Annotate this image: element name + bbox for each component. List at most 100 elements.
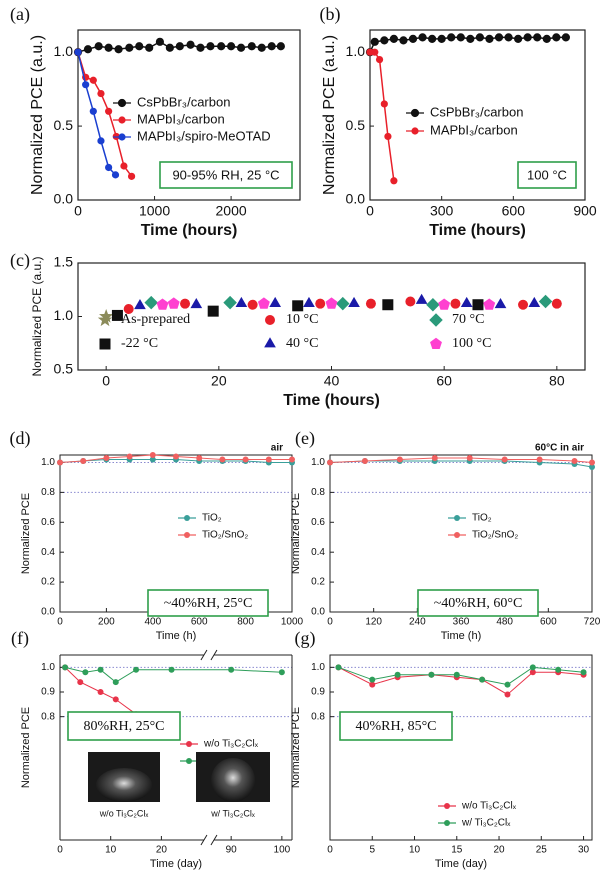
data-point (149, 456, 156, 463)
plot-frame (77, 29, 301, 201)
subplot: 0.0 0.2 0.4 0.6 0.8 1.0 0 120 240 360 480 600 720 Tim… (290, 428, 600, 642)
legend-label: 10 °C (286, 312, 318, 327)
data-point (89, 107, 97, 115)
data-point (518, 299, 529, 310)
x-tick-label: 20 (156, 845, 168, 856)
data-point (97, 89, 105, 98)
legend-label: CsPbBr₃/carbon (430, 104, 523, 119)
data-point (396, 456, 403, 463)
data-point (134, 299, 146, 310)
data-point (103, 454, 110, 461)
legend-marker (117, 98, 127, 108)
data-point (571, 457, 578, 464)
x-tick-label: 1000 (281, 617, 304, 628)
data-point (504, 691, 511, 698)
data-point (375, 55, 384, 64)
inset-photos: w/o Ti₃C₂Clₓ w/ Ti₃C₂Clₓ (88, 752, 270, 818)
data-point (289, 456, 295, 463)
data-point (247, 42, 256, 51)
data-point (589, 459, 595, 466)
data-point (112, 679, 119, 686)
data-point (74, 48, 82, 56)
subplot: 0.0 0.2 0.4 0.6 0.8 1.0 0 200 400 600 800 1000 Time … (10, 428, 304, 642)
legend-marker (411, 127, 419, 135)
data-point (114, 45, 123, 54)
y-axis-label: Normalized PCE (a.u.) (321, 35, 338, 195)
series-line (369, 36, 566, 53)
data-point (514, 34, 523, 43)
data-point (533, 33, 542, 42)
data-point (336, 296, 350, 311)
legend-marker (186, 741, 192, 747)
y-tick-label: 1.0 (54, 307, 74, 323)
data-point (335, 664, 342, 671)
data-point (399, 36, 408, 45)
panel-label: (c) (10, 250, 30, 271)
x-tick-label: 0 (327, 617, 333, 628)
data-point (485, 34, 494, 43)
legend-marker (118, 133, 126, 141)
axis-break (210, 649, 218, 661)
note: air (271, 443, 283, 454)
x-tick-label: 800 (237, 617, 254, 628)
subplot: 0.0 0.5 1.0 0 300 600 900 Time (hours) Normalize… (320, 4, 597, 239)
legend-label: w/ Ti₃C₂Clₓ (461, 818, 511, 829)
legend-marker (454, 515, 460, 521)
x-tick-label: 720 (584, 617, 600, 628)
data-point (111, 309, 123, 321)
x-tick-label: 480 (496, 617, 513, 628)
series-line (338, 666, 584, 686)
y-tick-label: 0.8 (311, 487, 325, 498)
series-line (329, 457, 593, 463)
data-point (303, 296, 315, 308)
axis-break (200, 834, 208, 846)
data-point (257, 297, 270, 309)
data-point (466, 454, 473, 461)
annotation-box (67, 711, 181, 741)
data-point (460, 296, 473, 308)
legend-marker (265, 315, 275, 325)
annotation: 90-95% RH, 25 °C (172, 167, 279, 182)
x-tick-label: 90 (226, 845, 238, 856)
x-axis-label: Time (day) (435, 858, 487, 870)
data-point (155, 37, 165, 46)
annotation-box (147, 589, 269, 617)
data-point (144, 295, 158, 310)
data-point (529, 664, 536, 671)
data-point (494, 297, 507, 309)
data-point (561, 33, 570, 42)
legend-label: MAPbI₃/carbon (137, 111, 225, 126)
data-point (365, 298, 376, 309)
legend-label: 40 °C (286, 336, 318, 351)
panel-label: (d) (10, 428, 31, 449)
annotation: ~40%RH, 25°C (164, 596, 253, 611)
y-tick-label: 0.0 (41, 607, 55, 618)
legend-marker (430, 337, 442, 350)
y-tick-label: 0.4 (311, 547, 325, 558)
data-point (267, 42, 276, 51)
legend-marker (118, 116, 126, 124)
subplot: 0.0 0.5 1.0 0 1000 2000 Time (hours) Normalized… (10, 4, 301, 239)
data-point (405, 296, 416, 307)
y-tick-label: 0.6 (41, 517, 55, 528)
y-tick-label: 1.0 (41, 457, 55, 468)
data-point (552, 33, 561, 42)
axis-break (200, 649, 208, 661)
x-tick-label: 0 (327, 845, 333, 856)
x-tick-label: 360 (453, 617, 470, 628)
y-tick-label: 0.5 (346, 117, 366, 133)
data-point (206, 42, 215, 51)
data-point (428, 671, 435, 678)
inset-caption: w/ Ti₃C₂Clₓ (210, 808, 255, 818)
data-point (542, 34, 551, 43)
legend-label: CsPbBr₃/carbon (137, 94, 230, 109)
data-point (111, 171, 120, 179)
panel-label: (g) (295, 628, 316, 649)
data-point (145, 43, 154, 52)
data-point (228, 666, 235, 673)
y-tick-label: 0.9 (41, 687, 55, 698)
data-point (173, 453, 179, 460)
legend-label: w/o Ti₃C₂Clₓ (203, 739, 259, 750)
data-point (415, 293, 428, 304)
